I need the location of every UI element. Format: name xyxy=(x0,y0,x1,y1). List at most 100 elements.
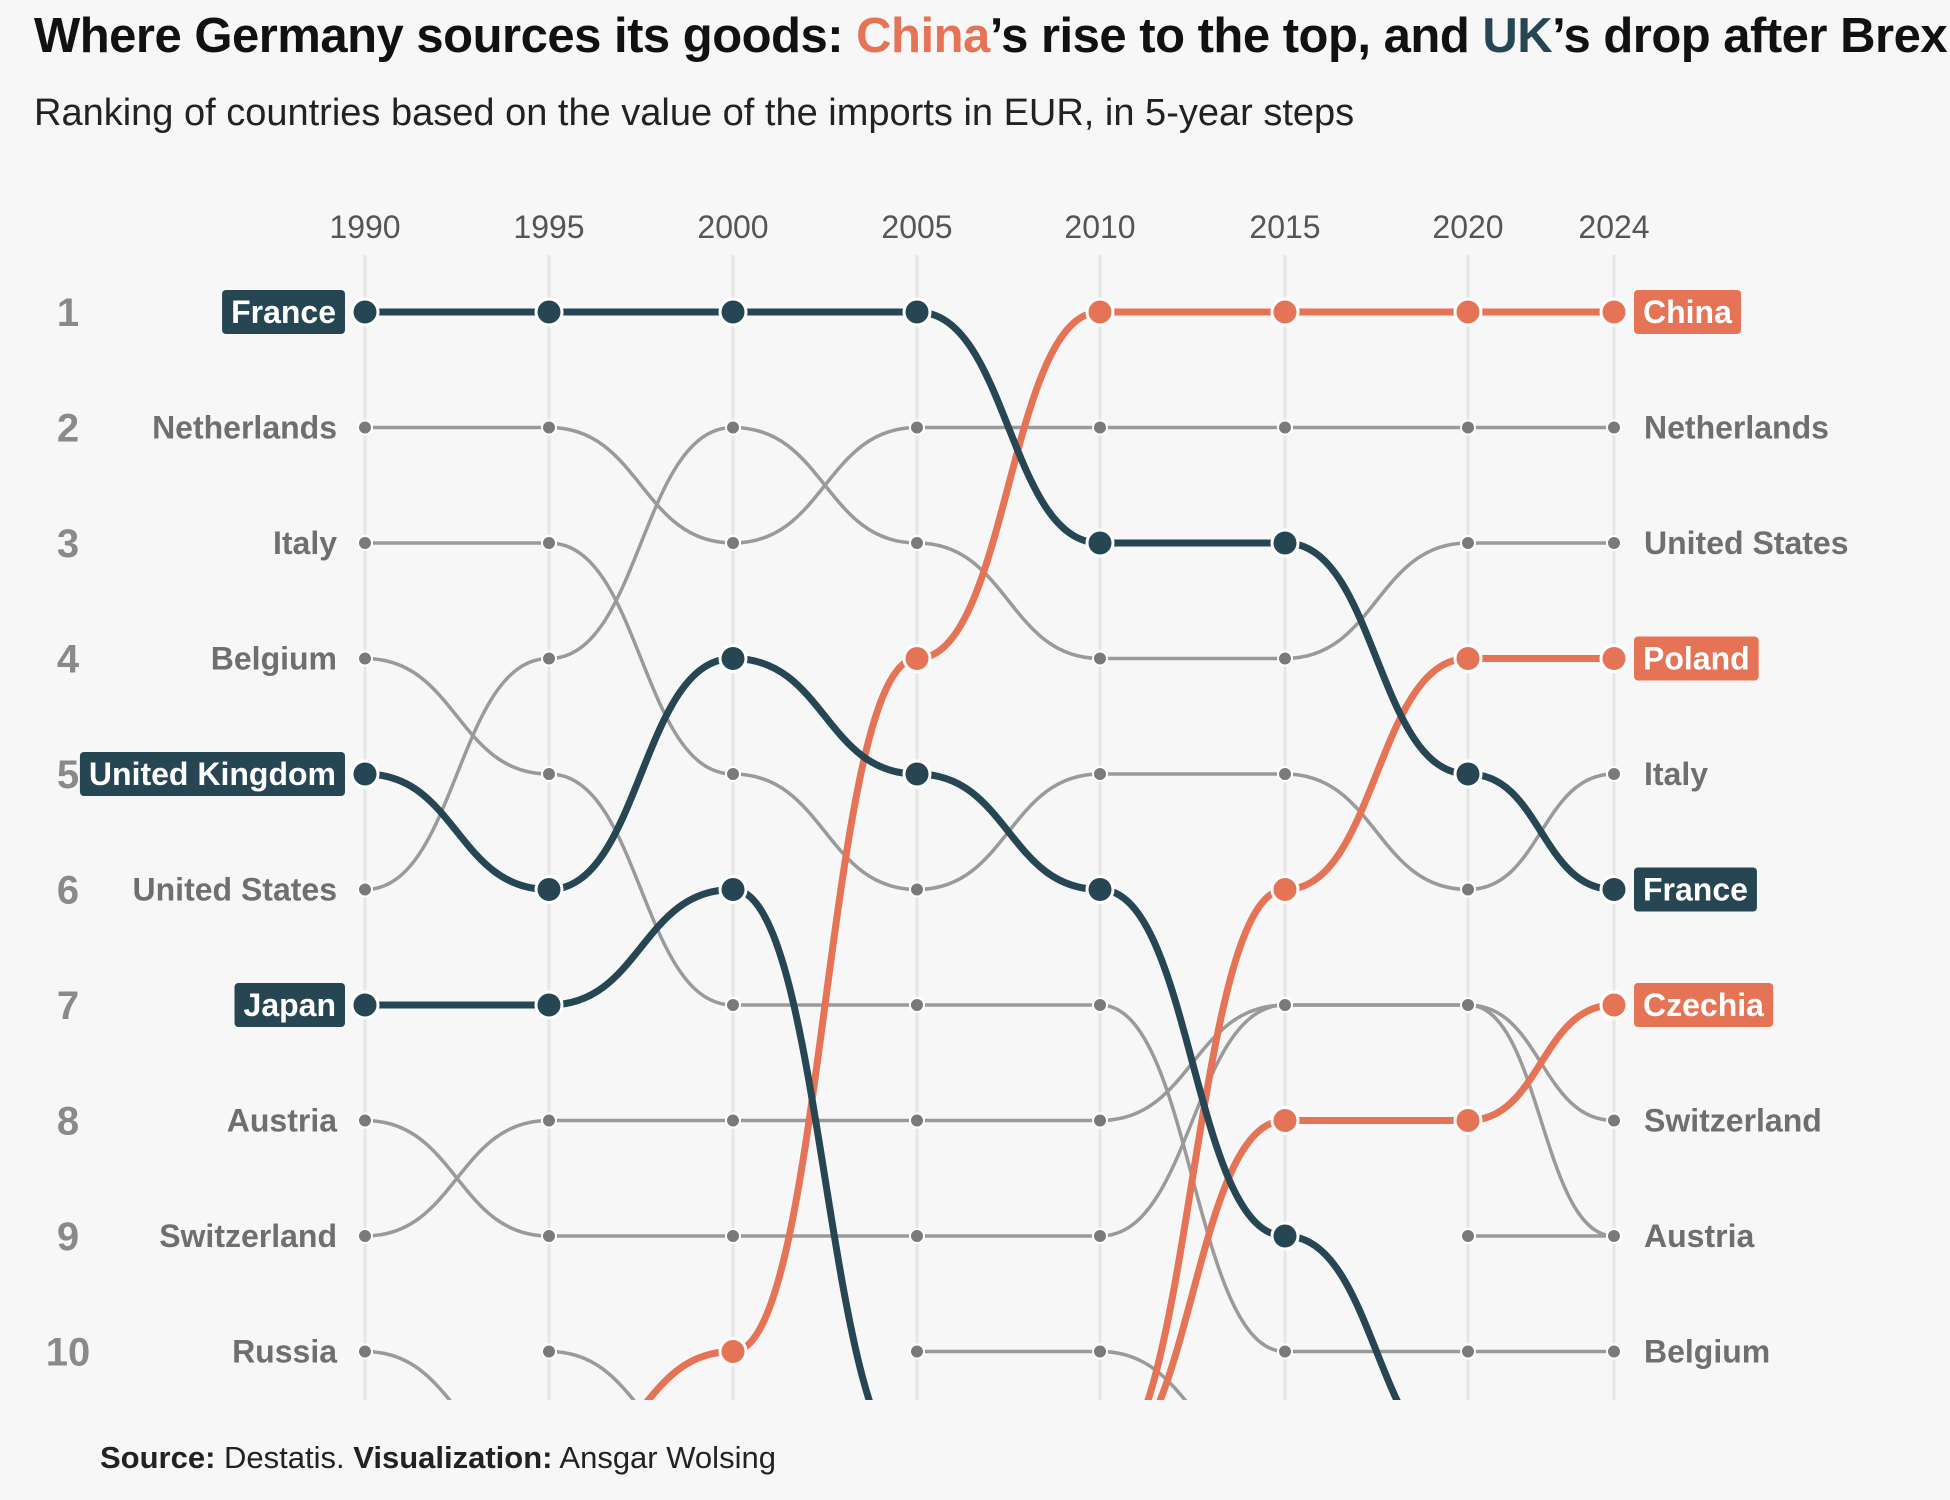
point-switzerland-2024 xyxy=(1606,1112,1622,1129)
point-netherlands-2015 xyxy=(1277,419,1293,436)
series-line-poland xyxy=(1144,654,1618,1400)
rank-label-9: 9 xyxy=(57,1215,79,1259)
chart-title: Where Germany sources its goods: China’s… xyxy=(34,8,1950,64)
rank-label-10: 10 xyxy=(46,1331,91,1375)
point-switzerland-2020 xyxy=(1460,997,1476,1013)
series-japan xyxy=(350,875,873,1400)
label-box-japan-left xyxy=(234,983,345,1027)
label-box-czechia-right xyxy=(1634,983,1774,1027)
series-line-other-7 xyxy=(547,1349,636,1400)
year-label-2015: 2015 xyxy=(1249,209,1320,245)
point-united-states-2024 xyxy=(1606,535,1622,551)
title-prefix: Where Germany sources its goods: xyxy=(34,9,857,63)
series-belgium xyxy=(357,650,1622,1360)
point-netherlands-2000 xyxy=(725,535,741,551)
point-other-8-2010 xyxy=(1092,1343,1108,1360)
point-switzerland-2015 xyxy=(1277,997,1293,1013)
rank-label-3: 3 xyxy=(57,522,79,566)
title-middle: ’s rise to the top, and xyxy=(989,9,1483,63)
point-japan-2000 xyxy=(718,875,748,904)
label-switzerland-left: Switzerland xyxy=(159,1218,337,1254)
point-switzerland-2010 xyxy=(1092,1112,1108,1129)
series-line-russia xyxy=(363,1349,452,1400)
series-united-states xyxy=(357,419,1622,898)
point-france-1995 xyxy=(534,297,564,327)
label-czechia-right: Czechia xyxy=(1643,987,1764,1023)
year-label-2000: 2000 xyxy=(697,209,768,245)
point-poland-2015 xyxy=(1270,875,1300,904)
point-france-1990 xyxy=(350,297,380,327)
visualization-label: Visualization: xyxy=(353,1440,553,1475)
rank-label-5: 5 xyxy=(57,753,79,797)
point-netherlands-2024 xyxy=(1606,419,1622,436)
series-china xyxy=(643,297,1629,1400)
point-france-2015 xyxy=(1270,528,1300,558)
point-united-states-2010 xyxy=(1092,650,1108,667)
label-netherlands-right: Netherlands xyxy=(1644,410,1829,446)
series-other-8 xyxy=(909,1343,1188,1400)
point-france-2024 xyxy=(1599,875,1629,904)
point-italy-2010 xyxy=(1092,766,1108,782)
point-united-states-2000 xyxy=(725,419,741,436)
point-belgium-2000 xyxy=(725,997,741,1013)
point-belgium-2010 xyxy=(1092,997,1108,1013)
point-japan-1995 xyxy=(534,990,564,1020)
series-line-other-8 xyxy=(915,1349,1188,1400)
source-label: Source: xyxy=(100,1440,216,1475)
label-box-france-right xyxy=(1634,867,1757,912)
point-italy-2005 xyxy=(909,881,925,898)
point-china-2020 xyxy=(1453,297,1483,327)
point-austria-1990 xyxy=(357,1112,373,1129)
series-united-kingdom xyxy=(350,644,1401,1400)
title-china: China xyxy=(856,9,990,63)
point-belgium-2015 xyxy=(1277,1343,1293,1360)
rank-label-6: 6 xyxy=(57,869,79,913)
point-belgium-2020 xyxy=(1460,1343,1476,1360)
point-italy-1995 xyxy=(541,535,557,551)
point-united-states-1990 xyxy=(357,881,373,898)
point-italy-2020 xyxy=(1460,881,1476,898)
point-italy-2024 xyxy=(1606,766,1622,782)
label-switzerland-right: Switzerland xyxy=(1644,1103,1822,1139)
point-switzerland-2000 xyxy=(725,1112,741,1129)
rank-label-2: 2 xyxy=(57,407,79,451)
series-line-netherlands xyxy=(363,425,1616,545)
point-other-10-2024 xyxy=(1606,1228,1622,1244)
point-france-2020 xyxy=(1453,759,1483,789)
label-united-kingdom-left: United Kingdom xyxy=(89,756,336,792)
label-box-china-right xyxy=(1634,290,1742,334)
label-japan-left: Japan xyxy=(244,987,336,1023)
visualization-text: Ansgar Wolsing xyxy=(552,1440,776,1475)
point-poland-2024 xyxy=(1599,644,1629,673)
point-united-kingdom-2005 xyxy=(902,759,932,789)
label-box-france-left xyxy=(222,290,345,334)
label-china-right: China xyxy=(1643,294,1732,330)
series-france xyxy=(350,297,1629,904)
point-united-states-2005 xyxy=(909,535,925,551)
title-suffix: ’s drop after Brexit. xyxy=(1552,9,1950,63)
point-poland-2020 xyxy=(1453,644,1483,673)
label-box-united-kingdom-left xyxy=(79,752,345,796)
series-line-china xyxy=(643,308,1618,1400)
label-austria-left: Austria xyxy=(227,1103,337,1139)
point-united-kingdom-1990 xyxy=(350,759,380,789)
title-uk: UK xyxy=(1482,9,1553,63)
point-netherlands-2005 xyxy=(909,419,925,436)
point-czechia-2015 xyxy=(1270,1106,1300,1135)
series-line-italy xyxy=(363,541,1616,892)
point-switzerland-1995 xyxy=(541,1112,557,1129)
point-italy-2015 xyxy=(1277,766,1293,782)
series-russia xyxy=(357,1343,452,1400)
series-other-10 xyxy=(1460,1228,1622,1244)
series-line-france xyxy=(361,308,1618,893)
point-czechia-2024 xyxy=(1599,990,1629,1020)
point-france-2010 xyxy=(1085,528,1115,558)
chart-subtitle: Ranking of countries based on the value … xyxy=(34,92,1355,134)
point-switzerland-1990 xyxy=(357,1228,373,1244)
point-united-states-2020 xyxy=(1460,535,1476,551)
point-other-7-1995 xyxy=(541,1343,557,1360)
point-netherlands-2020 xyxy=(1460,419,1476,436)
point-china-2010 xyxy=(1085,297,1115,327)
point-czechia-2020 xyxy=(1453,1106,1483,1135)
point-china-2005 xyxy=(902,644,932,673)
